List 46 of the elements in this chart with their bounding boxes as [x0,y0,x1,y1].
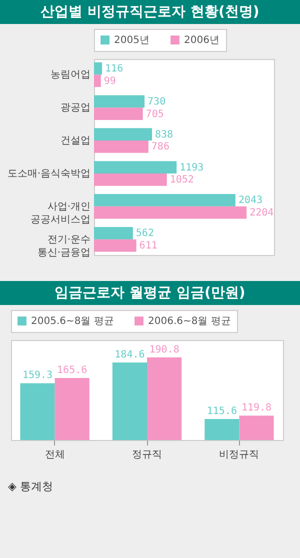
y-tick-label: 전기·운수 통신·금융업 [37,234,90,258]
bar [94,161,177,174]
bar [94,206,247,219]
bar [94,95,145,108]
data-label: 190.8 [149,344,180,356]
bar [94,227,133,240]
data-label: 1052 [170,174,194,186]
text: ◈ 통계청 [8,479,54,494]
data-label: 2204 [250,208,274,219]
data-label: 562 [136,228,154,240]
data-label: 115.6 [206,406,237,418]
bar [94,239,136,252]
legend-label: 2006.6~8월 평균 [148,316,231,327]
bar [94,108,143,120]
y-tick-label: 건설업 [60,136,90,147]
data-label: 2043 [238,195,263,206]
data-label: 116 [105,63,124,74]
legend-label: 2006년 [184,35,220,46]
data-label: 159.3 [22,370,53,382]
chart-title: 산업별 비정규직근로자 현황(천명) [0,0,300,24]
legend-label: 2005.6~8월 평균 [31,316,114,327]
x-tick-label: 정규직 [132,450,162,460]
data-label: 165.6 [57,365,88,376]
bar [94,62,102,75]
bar [94,128,152,141]
chart-title: 임금근로자 월평균 임금(만원) [0,281,300,305]
data-label: 611 [139,240,158,252]
bar [94,140,148,153]
data-label: 184.6 [114,349,145,360]
y-tick-label: 농림어업 [50,70,90,81]
data-label: 838 [155,129,174,140]
bar [94,194,236,206]
data-label: 119.8 [241,402,272,414]
bar [94,173,167,186]
legend-label: 2005년 [114,35,150,46]
y-tick-label: 사업·개인 공공서비스업 [30,201,90,226]
y-tick-label: 도소매·음식숙박업 [7,168,90,180]
y-tick-label: 광공업 [60,102,90,114]
bar [94,74,101,87]
data-label: 786 [151,142,170,153]
data-label: 705 [146,108,164,120]
x-tick-label: 전체 [44,450,65,460]
x-tick-label: 비정규직 [219,450,260,460]
data-label: 730 [148,96,166,108]
data-label: 1193 [180,162,204,174]
data-label: 99 [104,76,116,87]
